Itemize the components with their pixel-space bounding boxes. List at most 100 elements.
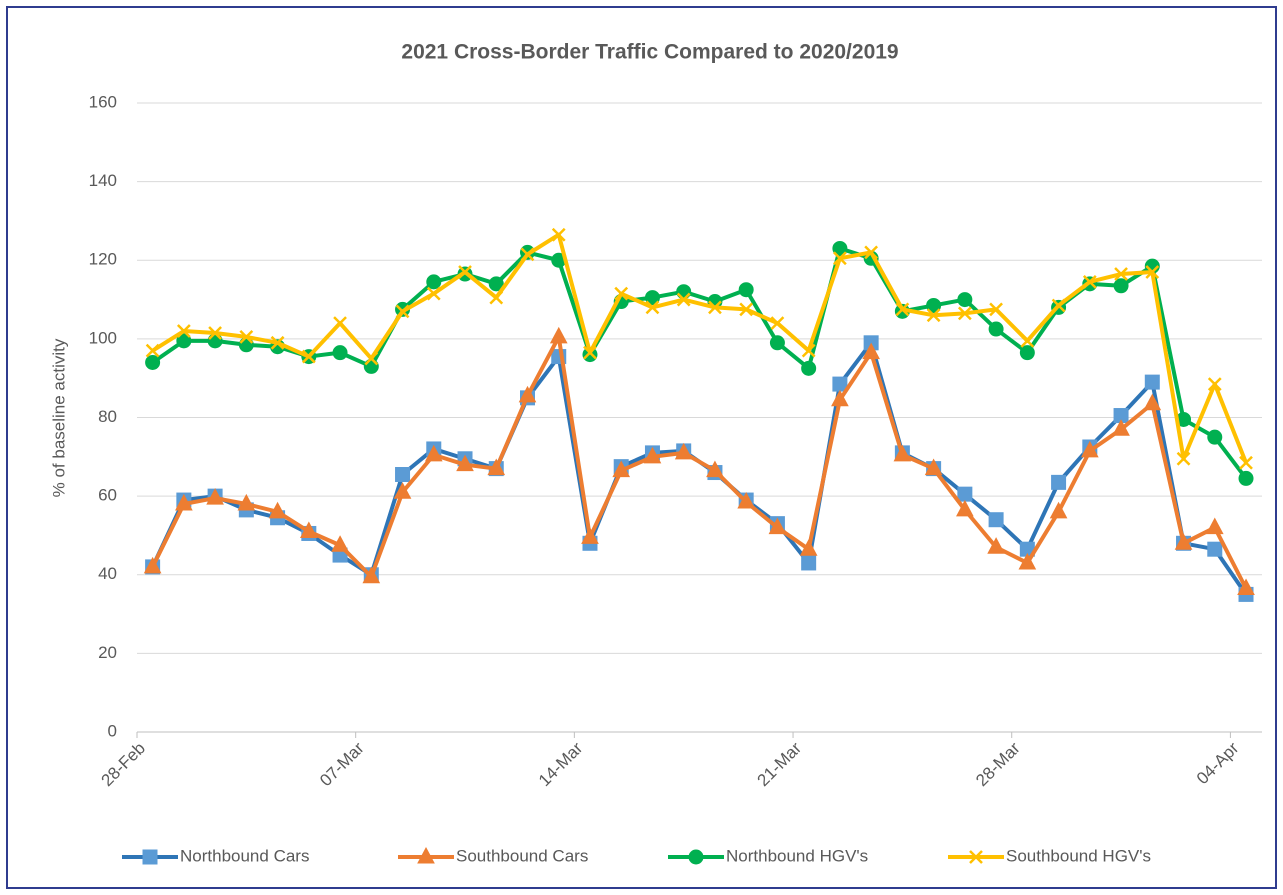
point-marker <box>706 460 724 478</box>
point-marker <box>237 493 256 511</box>
y-tick-label: 20 <box>98 643 117 662</box>
point-marker <box>832 240 848 256</box>
point-marker <box>238 337 254 353</box>
point-marker <box>738 282 754 298</box>
legend-marker <box>417 846 435 864</box>
point-marker <box>145 343 160 358</box>
point-marker <box>862 342 880 360</box>
point-marker <box>612 460 631 478</box>
point-marker <box>549 326 568 344</box>
point-marker <box>424 444 443 462</box>
point-marker <box>520 247 535 262</box>
legend-marker <box>969 850 983 864</box>
point-marker <box>831 389 849 407</box>
y-tick-label: 60 <box>98 486 117 505</box>
point-marker <box>395 467 411 483</box>
point-marker <box>488 276 504 292</box>
point-marker <box>333 316 347 331</box>
point-marker <box>674 442 693 460</box>
chart-title: 2021 Cross-Border Traffic Compared to 20… <box>401 41 898 64</box>
point-marker <box>957 486 973 502</box>
point-marker <box>176 324 191 338</box>
point-marker <box>739 302 754 317</box>
point-marker <box>1082 274 1097 289</box>
point-marker <box>864 245 879 260</box>
point-marker <box>145 354 161 370</box>
point-marker <box>301 349 316 364</box>
point-marker <box>581 527 599 544</box>
point-marker <box>458 265 472 279</box>
point-marker <box>645 300 660 315</box>
point-marker <box>1207 377 1222 391</box>
point-marker <box>1080 440 1099 458</box>
point-marker <box>1018 552 1037 570</box>
legend-label: Southbound HGV's <box>1006 846 1151 865</box>
point-marker <box>1239 455 1253 470</box>
point-marker <box>1176 451 1191 466</box>
point-marker <box>1019 345 1035 361</box>
legend-label: Northbound HGV's <box>726 846 868 865</box>
point-marker <box>268 501 287 519</box>
point-marker <box>833 251 847 266</box>
point-marker <box>989 302 1003 317</box>
legend-marker <box>142 849 158 865</box>
point-marker <box>926 308 941 323</box>
point-marker <box>299 521 318 539</box>
point-marker <box>769 335 785 351</box>
y-tick-label: 0 <box>108 721 117 740</box>
point-marker <box>426 286 441 301</box>
point-marker <box>363 358 379 374</box>
point-marker <box>239 330 254 344</box>
point-marker <box>643 446 662 464</box>
point-marker <box>676 292 691 307</box>
point-marker <box>1205 517 1224 535</box>
y-tick-label: 40 <box>98 564 117 583</box>
point-marker <box>799 539 818 556</box>
point-marker <box>1143 393 1162 411</box>
point-marker <box>676 284 692 300</box>
y-tick-label: 100 <box>89 328 117 347</box>
point-marker <box>895 302 910 317</box>
point-marker <box>207 333 223 349</box>
point-marker <box>393 482 412 499</box>
point-marker <box>893 444 912 462</box>
y-tick-label: 120 <box>89 250 117 269</box>
point-marker <box>1051 474 1067 490</box>
point-marker <box>332 345 348 361</box>
point-marker <box>551 227 566 242</box>
point-marker <box>1207 429 1223 445</box>
point-marker <box>957 292 973 308</box>
point-marker <box>270 335 285 350</box>
point-marker <box>1144 374 1160 390</box>
point-marker <box>456 454 474 472</box>
point-marker <box>988 321 1004 337</box>
point-marker <box>143 556 162 574</box>
point-marker <box>426 274 442 290</box>
point-marker <box>331 535 349 552</box>
point-marker <box>175 493 193 511</box>
point-marker <box>1020 333 1035 348</box>
point-marker <box>206 488 224 505</box>
point-marker <box>583 345 597 360</box>
point-marker <box>1237 578 1255 596</box>
point-marker <box>614 286 629 301</box>
point-marker <box>987 537 1005 554</box>
point-marker <box>1051 298 1066 313</box>
point-marker <box>644 290 660 306</box>
point-marker <box>768 517 787 535</box>
point-marker <box>770 316 785 331</box>
point-marker <box>1174 533 1193 550</box>
point-marker <box>362 566 381 584</box>
point-marker <box>176 333 192 349</box>
point-marker <box>1114 267 1128 281</box>
point-marker <box>924 458 943 476</box>
point-marker <box>988 512 1004 528</box>
point-marker <box>737 491 756 509</box>
point-marker <box>801 343 816 358</box>
legend-marker <box>688 849 704 865</box>
point-marker <box>518 385 537 403</box>
point-marker <box>1145 265 1160 279</box>
point-marker <box>487 458 506 476</box>
